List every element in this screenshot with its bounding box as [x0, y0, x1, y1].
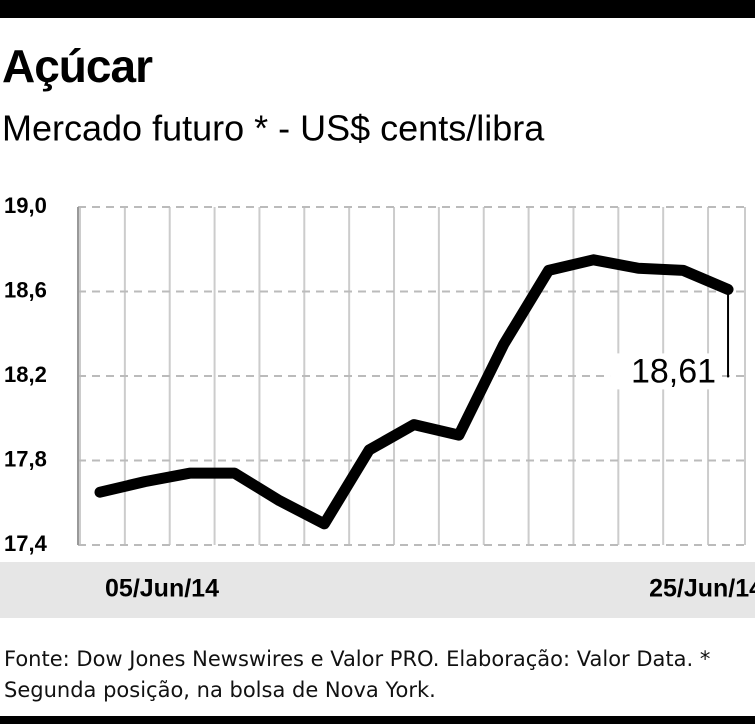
y-tick-label: 17,4 — [4, 531, 48, 556]
chart-subtitle: Mercado futuro * - US$ cents/libra — [2, 108, 545, 149]
top-bar — [0, 0, 755, 18]
y-tick-label: 18,2 — [4, 362, 47, 387]
line — [94, 254, 734, 530]
x-tick-label: 05/Jun/14 — [105, 575, 219, 603]
x-tick-label: 25/Jun/14 — [649, 575, 755, 603]
y-tick-label: 19,0 — [4, 193, 47, 218]
chart-title: Açúcar — [2, 40, 153, 92]
x-band — [0, 562, 755, 618]
bottom-bar — [0, 716, 755, 724]
value-label: 18,61 — [631, 352, 716, 390]
source-note: Fonte: Dow Jones Newswires e Valor PRO. … — [4, 647, 711, 702]
y-tick-label: 18,6 — [4, 277, 47, 302]
label-bg — [610, 353, 723, 390]
y-tick-label: 17,8 — [4, 446, 47, 471]
